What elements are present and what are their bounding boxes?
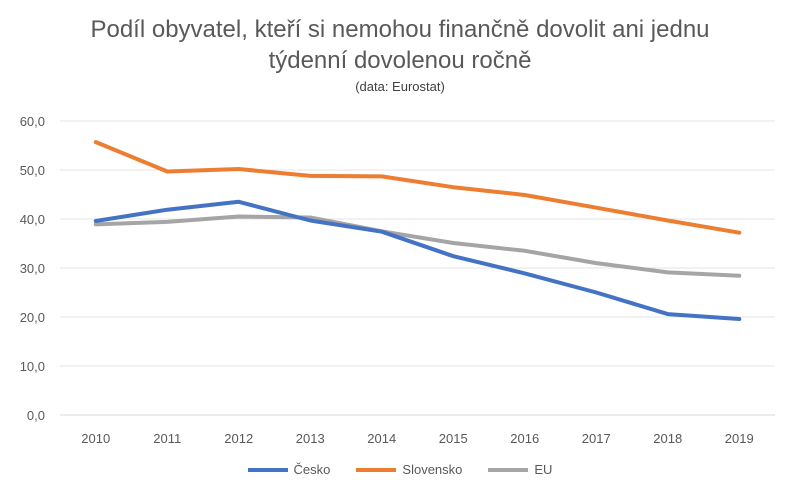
legend: Česko Slovensko EU <box>0 462 800 477</box>
legend-label: Slovensko <box>402 462 462 477</box>
x-tick-label: 2012 <box>224 431 253 446</box>
x-tick-label: 2016 <box>510 431 539 446</box>
x-tick-label: 2014 <box>367 431 396 446</box>
legend-item: Slovensko <box>356 462 462 477</box>
legend-item: Česko <box>248 462 331 477</box>
plot-area: 0,0 10,0 20,0 30,0 40,0 50,0 60,0 2010 2011 2012 2… <box>0 0 800 501</box>
legend-label: EU <box>534 462 552 477</box>
x-tick-label: 2013 <box>296 431 325 446</box>
legend-swatch <box>488 468 528 472</box>
y-tick-label: 10,0 <box>20 359 45 374</box>
legend-swatch <box>248 468 288 472</box>
x-tick-label: 2010 <box>81 431 110 446</box>
y-tick-label: 0,0 <box>27 408 45 423</box>
y-tick-label: 40,0 <box>20 212 45 227</box>
y-tick-label: 20,0 <box>20 310 45 325</box>
x-tick-label: 2019 <box>725 431 754 446</box>
legend-item: EU <box>488 462 552 477</box>
x-tick-label: 2015 <box>439 431 468 446</box>
x-tick-label: 2017 <box>582 431 611 446</box>
y-tick-label: 60,0 <box>20 114 45 129</box>
legend-swatch <box>356 468 396 472</box>
series-line-eu <box>96 217 740 276</box>
x-tick-label: 2011 <box>153 431 181 446</box>
y-tick-label: 50,0 <box>20 163 45 178</box>
y-tick-label: 30,0 <box>20 261 45 276</box>
legend-label: Česko <box>294 462 331 477</box>
chart: Podíl obyvatel, kteří si nemohou finančn… <box>0 0 800 501</box>
x-tick-label: 2018 <box>653 431 682 446</box>
